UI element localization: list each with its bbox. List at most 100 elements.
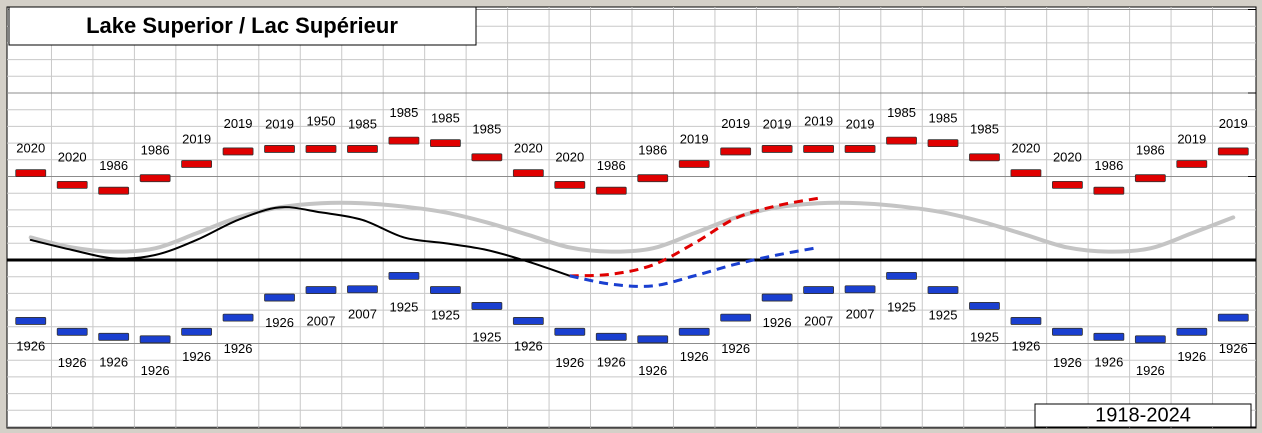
level-marker [1217,147,1249,156]
level-marker [637,335,669,344]
year-label: 1926 [1219,341,1248,356]
year-label: 1926 [16,338,45,353]
level-marker [637,174,669,183]
level-marker [512,169,544,178]
period-label: 1918-2024 [1095,404,1191,426]
chart-title: Lake Superior / Lac Supérieur [86,13,398,38]
level-marker [305,286,337,294]
year-label: 2007 [307,313,336,328]
level-marker [886,271,917,280]
labels: 2020 2020 1986 1986 2019 2019 2019 1950 1985 1985… [16,105,1247,378]
year-label: 1925 [887,299,916,314]
forecast-line [569,245,819,288]
level-marker [15,169,47,178]
year-label: 2020 [16,141,45,156]
year-label: 1985 [389,105,418,120]
level-marker [761,293,793,302]
year-label: 2019 [804,113,833,128]
level-marker [15,317,47,325]
title-box [8,6,477,46]
level-marker [98,186,130,195]
year-label: 1926 [597,354,626,369]
year-label: 1926 [638,363,667,378]
year-label: 1926 [1094,354,1123,369]
year-label: 1985 [970,122,999,137]
level-marker [1134,174,1166,183]
level-marker [347,145,378,153]
level-marker [720,313,752,322]
year-label: 1926 [1177,349,1206,364]
year-label: 2019 [1219,116,1248,131]
year-label: 2019 [265,116,294,131]
year-label: 1986 [597,158,626,173]
year-label: 1926 [182,349,211,364]
year-label: 1985 [431,111,460,126]
level-marker [56,327,88,336]
year-label: 2019 [680,131,709,146]
year-label: 1926 [680,349,709,364]
level-marker [844,145,876,153]
level-marker [1176,327,1208,336]
year-label: 1986 [1136,143,1165,158]
level-marker [139,174,171,183]
level-marker [803,145,834,153]
year-label: 1926 [514,338,543,353]
level-marker [388,271,420,280]
level-marker [886,136,917,145]
level-marker [222,313,254,322]
year-label: 1985 [929,111,958,126]
level-marker [471,153,503,162]
year-label: 1926 [99,354,128,369]
year-label: 2007 [804,313,833,328]
level-marker [803,286,834,294]
level-marker [222,147,254,156]
level-marker [678,160,710,168]
year-label: 2007 [846,307,875,322]
level-marker [181,327,213,336]
year-label: 1925 [472,329,501,344]
year-label: 2020 [1053,149,1082,164]
level-marker [554,180,586,189]
level-marker [264,145,295,153]
year-label: 1925 [929,307,958,322]
year-label: 2020 [58,149,87,164]
year-label: 2019 [763,116,792,131]
year-label: 2019 [1177,131,1206,146]
level-marker [969,153,1000,162]
level-marker [1176,160,1208,168]
year-label: 1985 [472,122,501,137]
year-label: 2019 [721,116,750,131]
year-label: 1926 [58,355,87,370]
level-marker [554,327,586,336]
level-marker [927,286,959,294]
level-marker [471,302,503,310]
year-label: 1925 [389,299,418,314]
level-marker [181,160,213,168]
level-marker [720,147,752,156]
level-line [28,200,1236,254]
level-marker [1052,180,1083,189]
level-marker [595,186,627,195]
level-marker [1217,313,1249,322]
level-marker [761,145,793,153]
year-label: 1925 [970,329,999,344]
level-marker [1093,186,1125,195]
year-label: 1926 [555,355,584,370]
year-label: 1985 [348,116,377,131]
level-marker [1010,169,1042,178]
level-marker [98,332,130,341]
year-label: 1926 [265,315,294,330]
level-marker [56,180,88,189]
year-label: 1926 [1136,363,1165,378]
year-label: 2019 [182,131,211,146]
level-marker [844,285,876,294]
level-marker [429,286,461,294]
level-marker [139,335,171,344]
year-label: 1925 [431,307,460,322]
year-label: 2019 [224,116,253,131]
level-marker [678,327,710,336]
level-marker [347,285,378,294]
year-label: 1926 [763,315,792,330]
